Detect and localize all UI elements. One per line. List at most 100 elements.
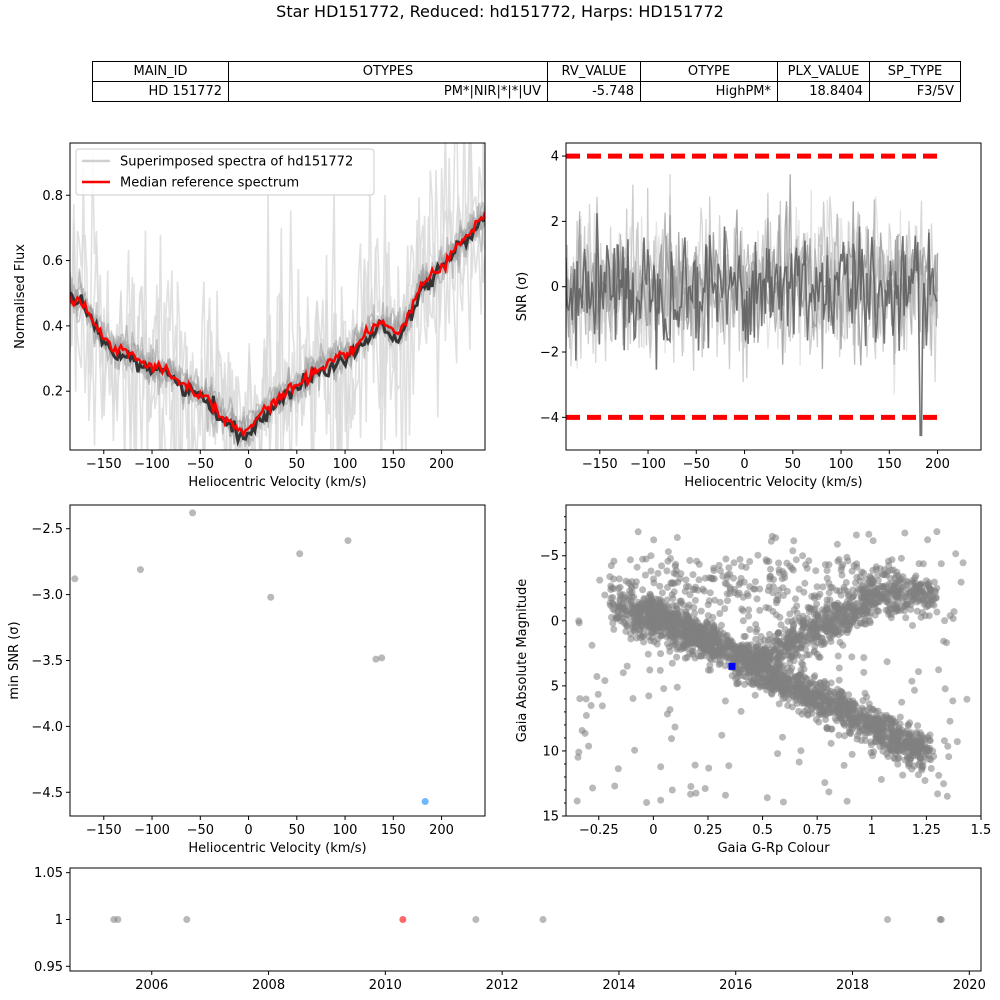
panel-5-xtick-label: 2010 [369, 978, 402, 993]
hr-star-point [607, 594, 615, 602]
hr-star-point [910, 762, 918, 770]
hr-star-point [839, 641, 847, 649]
hr-star-point [682, 583, 690, 591]
hr-star-point [855, 585, 863, 593]
hr-star-point [894, 754, 902, 762]
panel-1-ytick-label: 0.6 [42, 254, 63, 269]
hr-star-point [715, 561, 723, 569]
hr-star-point [877, 776, 885, 783]
hr-star-point [949, 615, 957, 622]
hr-star-point [859, 599, 867, 607]
hr-star-point [859, 706, 867, 714]
hr-star-point [841, 619, 849, 627]
panel-4: −0.25 0 0.25 0.5 0.75 1 1.25 1.5 −5 0 5 10 15 Gaia G-… [515, 504, 991, 856]
hr-star-point [609, 619, 617, 627]
hr-star-point [799, 622, 807, 630]
hr-star-point [739, 607, 747, 615]
hr-star-point [827, 638, 835, 645]
hr-star-point [615, 575, 623, 583]
hr-star-point [673, 683, 681, 691]
min-snr-point [344, 537, 352, 545]
hr-star-point [896, 713, 904, 721]
hr-star-point [655, 627, 663, 635]
min-snr-point [267, 593, 275, 601]
hr-star-point [804, 711, 812, 719]
hr-star-point [622, 606, 629, 614]
panel-5-xtick-label: 2016 [719, 978, 752, 993]
hr-star-point [672, 634, 680, 641]
hr-star-point [823, 574, 831, 582]
hr-star-point [756, 683, 764, 691]
hr-star-point [885, 562, 893, 569]
hr-star-point [683, 653, 691, 661]
panel-3-xlabel: Heliocentric Velocity (km/s) [188, 841, 366, 856]
hr-star-point [739, 617, 747, 625]
panel-4-xtick-label: 1.25 [912, 823, 941, 838]
hr-star-point [647, 552, 655, 560]
hr-star-point [934, 790, 942, 798]
hr-star-point [904, 721, 912, 729]
panel-5-xtick-label: 2014 [602, 978, 635, 993]
hr-star-point [706, 654, 714, 662]
hr-star-point [754, 551, 762, 559]
hr-star-point [690, 604, 698, 611]
hr-star-point [764, 676, 771, 684]
hr-star-point [702, 643, 710, 651]
hr-star-point [828, 697, 836, 705]
panel-2-xtick-label: 150 [877, 457, 902, 472]
hr-star-point [712, 651, 720, 659]
hr-star-point [673, 653, 681, 661]
hr-star-point [919, 560, 927, 568]
panel-1-xtick-label: 50 [289, 457, 306, 472]
hr-star-point [892, 579, 900, 587]
hr-star-point [701, 574, 709, 582]
panel-5-xtick-label: 2006 [135, 978, 168, 993]
hr-star-point [779, 592, 787, 599]
hr-star-point [733, 680, 741, 688]
hr-star-point [671, 579, 678, 587]
hr-star-point [774, 750, 782, 758]
hr-star-point [869, 566, 877, 574]
hr-star-point [901, 529, 909, 537]
hr-star-point [908, 677, 916, 685]
hr-star-point [914, 722, 922, 730]
panel-2-xtick-label: 50 [785, 457, 802, 472]
hr-star-point [844, 557, 852, 565]
hr-star-point [935, 771, 943, 779]
panel-1-xtick-label: 200 [429, 457, 454, 472]
hr-star-point [773, 599, 780, 607]
hr-star-point [857, 619, 865, 627]
hr-star-point [829, 706, 837, 714]
hr-star-point [746, 626, 754, 633]
hr-star-point [645, 613, 653, 621]
hr-star-point [704, 612, 712, 620]
hr-star-point [582, 695, 590, 703]
panel-2-xtick-label: 200 [925, 457, 950, 472]
hr-star-point [753, 644, 761, 652]
hr-star-point [657, 763, 665, 771]
panel-4-ytick-label: 10 [542, 744, 559, 759]
hr-star-point [866, 619, 874, 627]
hr-star-point [656, 600, 664, 608]
hr-star-point [658, 562, 666, 570]
hr-star-point [781, 574, 789, 581]
hr-star-point [963, 695, 971, 703]
hr-star-point [610, 575, 617, 583]
hr-star-point [618, 614, 626, 622]
hr-star-point [723, 580, 731, 588]
hr-star-point [745, 612, 752, 620]
hr-star-point [672, 610, 680, 618]
hr-star-point [840, 586, 848, 594]
panel-3-xtick-label: 200 [429, 823, 454, 838]
hr-star-point [784, 638, 792, 646]
hr-star-point [862, 575, 870, 583]
panel-2-ytick-label: 4 [551, 150, 559, 165]
value-sp-type: F3/5V [869, 81, 961, 102]
hr-star-point [837, 591, 845, 599]
hr-star-point [596, 576, 604, 584]
hr-star-point [806, 608, 813, 616]
hr-star-point [682, 576, 690, 584]
hr-star-point [589, 784, 597, 792]
panel-4-ytick-label: −5 [540, 549, 559, 564]
min-snr-highlight-point [421, 798, 429, 806]
